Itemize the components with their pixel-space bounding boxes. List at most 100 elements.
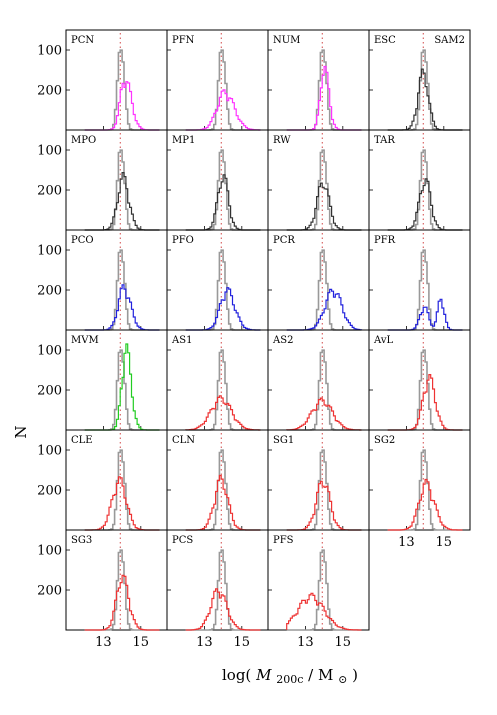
reference-histogram — [286, 449, 362, 531]
reference-histogram — [185, 149, 261, 231]
histogram-num — [286, 65, 362, 131]
panel-label: NUM — [273, 35, 300, 46]
reference-histogram — [185, 549, 261, 631]
panel-label: PCS — [172, 535, 193, 546]
panel-num: NUM — [267, 29, 370, 131]
panel-label-secondary: SAM2 — [434, 35, 465, 46]
panel-mpo: MPO — [65, 129, 168, 231]
panel-label: CLN — [172, 435, 195, 446]
panel-pfr: PFR — [368, 229, 471, 331]
x-axis-label-log: log( — [222, 666, 251, 684]
y-tick-label: 100 — [37, 444, 62, 459]
panel-sg2: SG2 — [368, 429, 471, 531]
histogram-cle — [84, 476, 160, 531]
panel-mvm: MVM — [65, 329, 168, 431]
y-tick-label: 100 — [37, 244, 62, 259]
reference-histogram — [286, 149, 362, 231]
reference-histogram — [286, 49, 362, 131]
reference-histogram — [286, 549, 362, 631]
histogram-cln — [185, 474, 261, 531]
panel-label: PCR — [273, 235, 295, 246]
histogram-pcs — [185, 588, 261, 631]
panel-label: PCN — [71, 35, 94, 46]
histogram-tar — [387, 178, 463, 231]
y-tick-label: 100 — [37, 344, 62, 359]
histogram-mp1 — [185, 174, 261, 231]
histogram-esc — [387, 68, 463, 131]
reference-histogram — [84, 449, 160, 531]
histogram-as1 — [185, 395, 261, 431]
panel-label: TAR — [374, 135, 395, 146]
y-tick-label: 200 — [37, 184, 62, 199]
histogram-rw — [286, 182, 362, 231]
panel-label: MP1 — [172, 135, 195, 146]
panel-cln: CLN — [166, 429, 269, 531]
reference-histogram — [387, 49, 463, 131]
panel-label: CLE — [71, 435, 93, 446]
panel-label: ESC — [374, 35, 396, 46]
reference-histogram — [84, 149, 160, 231]
histogram-pfr — [387, 298, 463, 331]
panel-label: MPO — [71, 135, 96, 146]
panel-tar: TAR — [368, 129, 471, 231]
reference-histogram — [387, 149, 463, 231]
panel-cle: CLE — [65, 429, 168, 531]
panel-label: RW — [273, 135, 291, 146]
panel-label: SG2 — [374, 435, 395, 446]
panel-pcs: PCS — [166, 529, 269, 631]
histogram-pcr — [286, 288, 363, 331]
reference-histogram — [387, 449, 463, 531]
reference-histogram — [286, 249, 362, 331]
panel-label: AS1 — [171, 335, 192, 346]
x-tick-label: 15 — [335, 635, 352, 650]
x-tick-label: 13 — [398, 535, 415, 550]
y-tick-label: 100 — [37, 144, 62, 159]
y-tick-label: 100 — [37, 544, 62, 559]
panel-esc: ESC SAM2 — [368, 29, 471, 131]
y-tick-label: 200 — [37, 384, 62, 399]
panel-label: PFS — [273, 535, 294, 546]
y-tick-label: 100 — [37, 44, 62, 59]
x-axis-label: log( M 200c / M ⊙ ) — [222, 666, 358, 687]
y-axis-label: N — [12, 425, 30, 438]
panel-pfn: PFN — [166, 29, 269, 131]
x-axis-label-close: ) — [352, 666, 358, 684]
reference-histogram — [185, 249, 261, 331]
histogram-pco — [84, 284, 160, 331]
histogram-sg3 — [84, 574, 160, 631]
x-axis-label-math: M — [255, 666, 272, 684]
reference-histogram — [185, 449, 261, 531]
histogram-pcn — [84, 81, 160, 131]
panel-as1: AS1 — [166, 329, 269, 431]
reference-histogram — [84, 249, 160, 331]
y-tick-label: 200 — [37, 584, 62, 599]
panel-pfs: PFS — [267, 529, 370, 631]
panel-frame — [267, 529, 370, 631]
histogram-as2 — [286, 397, 362, 431]
x-tick-label: 15 — [234, 635, 251, 650]
y-tick-labels: 100 200 100 200 100 200 100 200 100 200 100 200 — [37, 44, 62, 599]
x-tick-labels: 13 15 13 15 13 15 13 15 — [95, 535, 452, 650]
panel-rw: RW — [267, 129, 370, 231]
x-tick-label: 13 — [297, 635, 314, 650]
panel-frame — [368, 429, 471, 531]
panel-label: AvL — [373, 335, 393, 346]
x-axis-label-sun: ⊙ — [338, 673, 347, 686]
panel-label: PFO — [172, 235, 194, 246]
x-tick-label: 15 — [133, 635, 150, 650]
panels-group: PCN PFN NUM ESC SAM2 MPO MP1 RW TAR PCO PFO PCR PFR M… — [65, 29, 471, 631]
histogram-pfn — [185, 89, 261, 131]
x-axis-label-sub: 200c — [276, 673, 303, 686]
reference-histogram — [84, 549, 160, 631]
histogram-avl — [387, 374, 463, 431]
x-tick-label: 13 — [95, 635, 112, 650]
panel-label: PFN — [172, 35, 195, 46]
histogram-sg2 — [387, 478, 463, 531]
panel-pco: PCO — [65, 229, 168, 331]
panel-pcr: PCR — [267, 229, 370, 331]
panel-pcn: PCN — [65, 29, 168, 131]
histogram-sg1 — [286, 480, 362, 531]
x-tick-label: 13 — [196, 635, 213, 650]
panel-avl: AvL — [368, 329, 471, 431]
